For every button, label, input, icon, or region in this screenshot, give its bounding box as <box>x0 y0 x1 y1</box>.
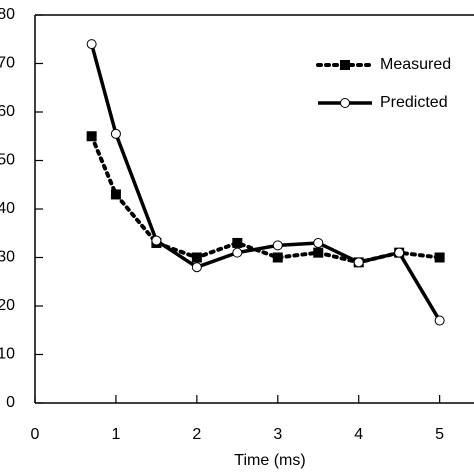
series-line <box>89 43 442 322</box>
marker <box>86 39 97 50</box>
x-tick-label: 3 <box>273 426 282 443</box>
series-line <box>89 134 442 265</box>
marker <box>232 237 243 248</box>
marker <box>191 252 202 263</box>
marker <box>110 189 121 200</box>
y-tick-label: 50 <box>0 152 15 169</box>
marker <box>313 237 324 248</box>
legend-label: Predicted <box>380 94 448 111</box>
marker <box>272 240 283 251</box>
y-tick-label: 80 <box>0 6 15 23</box>
marker <box>191 262 202 273</box>
y-tick-label: 70 <box>0 55 15 72</box>
y-tick-label: 60 <box>0 103 15 120</box>
y-tick-label: 40 <box>0 200 15 217</box>
marker <box>110 128 121 139</box>
legend-marker <box>340 98 350 108</box>
legend-marker <box>340 60 350 70</box>
marker <box>272 252 283 263</box>
y-tick-label: 20 <box>0 297 15 314</box>
marker <box>232 247 243 258</box>
marker <box>151 235 162 246</box>
marker <box>434 252 445 263</box>
x-tick-label: 4 <box>354 426 363 443</box>
x-tick-label: 5 <box>435 426 444 443</box>
y-tick-label: 0 <box>6 394 15 411</box>
x-tick-label: 0 <box>31 426 40 443</box>
marker <box>313 247 324 258</box>
y-tick-label: 30 <box>0 249 15 266</box>
marker <box>353 257 364 268</box>
x-tick-label: 1 <box>111 426 120 443</box>
y-tick-label: 10 <box>0 346 15 363</box>
marker <box>394 247 405 258</box>
marker <box>434 315 445 326</box>
x-axis-label: Time (ms) <box>234 452 305 469</box>
legend-label: Measured <box>380 56 451 73</box>
marker <box>86 131 97 142</box>
x-tick-label: 2 <box>192 426 201 443</box>
